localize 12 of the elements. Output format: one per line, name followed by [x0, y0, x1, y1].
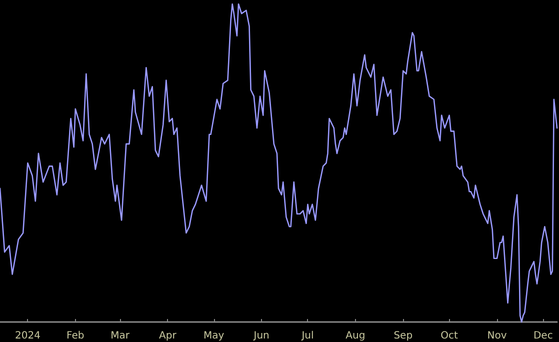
x-tick-label: Apr — [159, 330, 178, 342]
x-tick-label: Jul — [300, 330, 314, 342]
x-tick-label: Oct — [440, 330, 458, 342]
x-tick-label: Dec — [533, 330, 553, 342]
x-tick-label: Sep — [394, 330, 413, 342]
x-tick-label: May — [204, 330, 224, 342]
x-tick-label: 2024 — [14, 330, 40, 342]
x-tick-label: Feb — [66, 330, 84, 342]
x-tick-label: Mar — [110, 330, 130, 342]
x-tick-label: Jun — [252, 330, 270, 342]
x-tick-label: Aug — [346, 330, 366, 342]
x-tick-label: Nov — [487, 330, 507, 342]
